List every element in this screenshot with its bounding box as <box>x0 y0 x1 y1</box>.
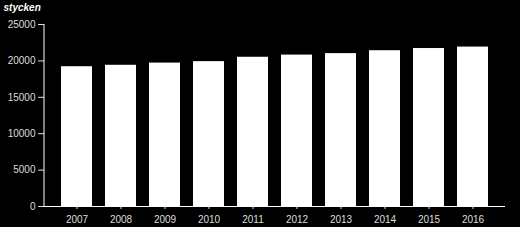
svg-text:15000: 15000 <box>8 92 36 103</box>
svg-text:10000: 10000 <box>8 128 36 139</box>
svg-text:2015: 2015 <box>418 214 441 225</box>
svg-text:2012: 2012 <box>286 214 309 225</box>
svg-text:2010: 2010 <box>198 214 221 225</box>
svg-text:0: 0 <box>30 201 36 212</box>
svg-text:5000: 5000 <box>13 164 36 175</box>
svg-text:2014: 2014 <box>374 214 397 225</box>
svg-text:2008: 2008 <box>110 214 133 225</box>
svg-text:2007: 2007 <box>66 214 89 225</box>
svg-text:2016: 2016 <box>462 214 485 225</box>
svg-text:2009: 2009 <box>154 214 177 225</box>
svg-text:25000: 25000 <box>8 19 36 30</box>
svg-text:2013: 2013 <box>330 214 353 225</box>
svg-text:2011: 2011 <box>242 214 264 225</box>
svg-text:20000: 20000 <box>8 55 36 66</box>
svg-text:stycken: stycken <box>4 2 41 13</box>
